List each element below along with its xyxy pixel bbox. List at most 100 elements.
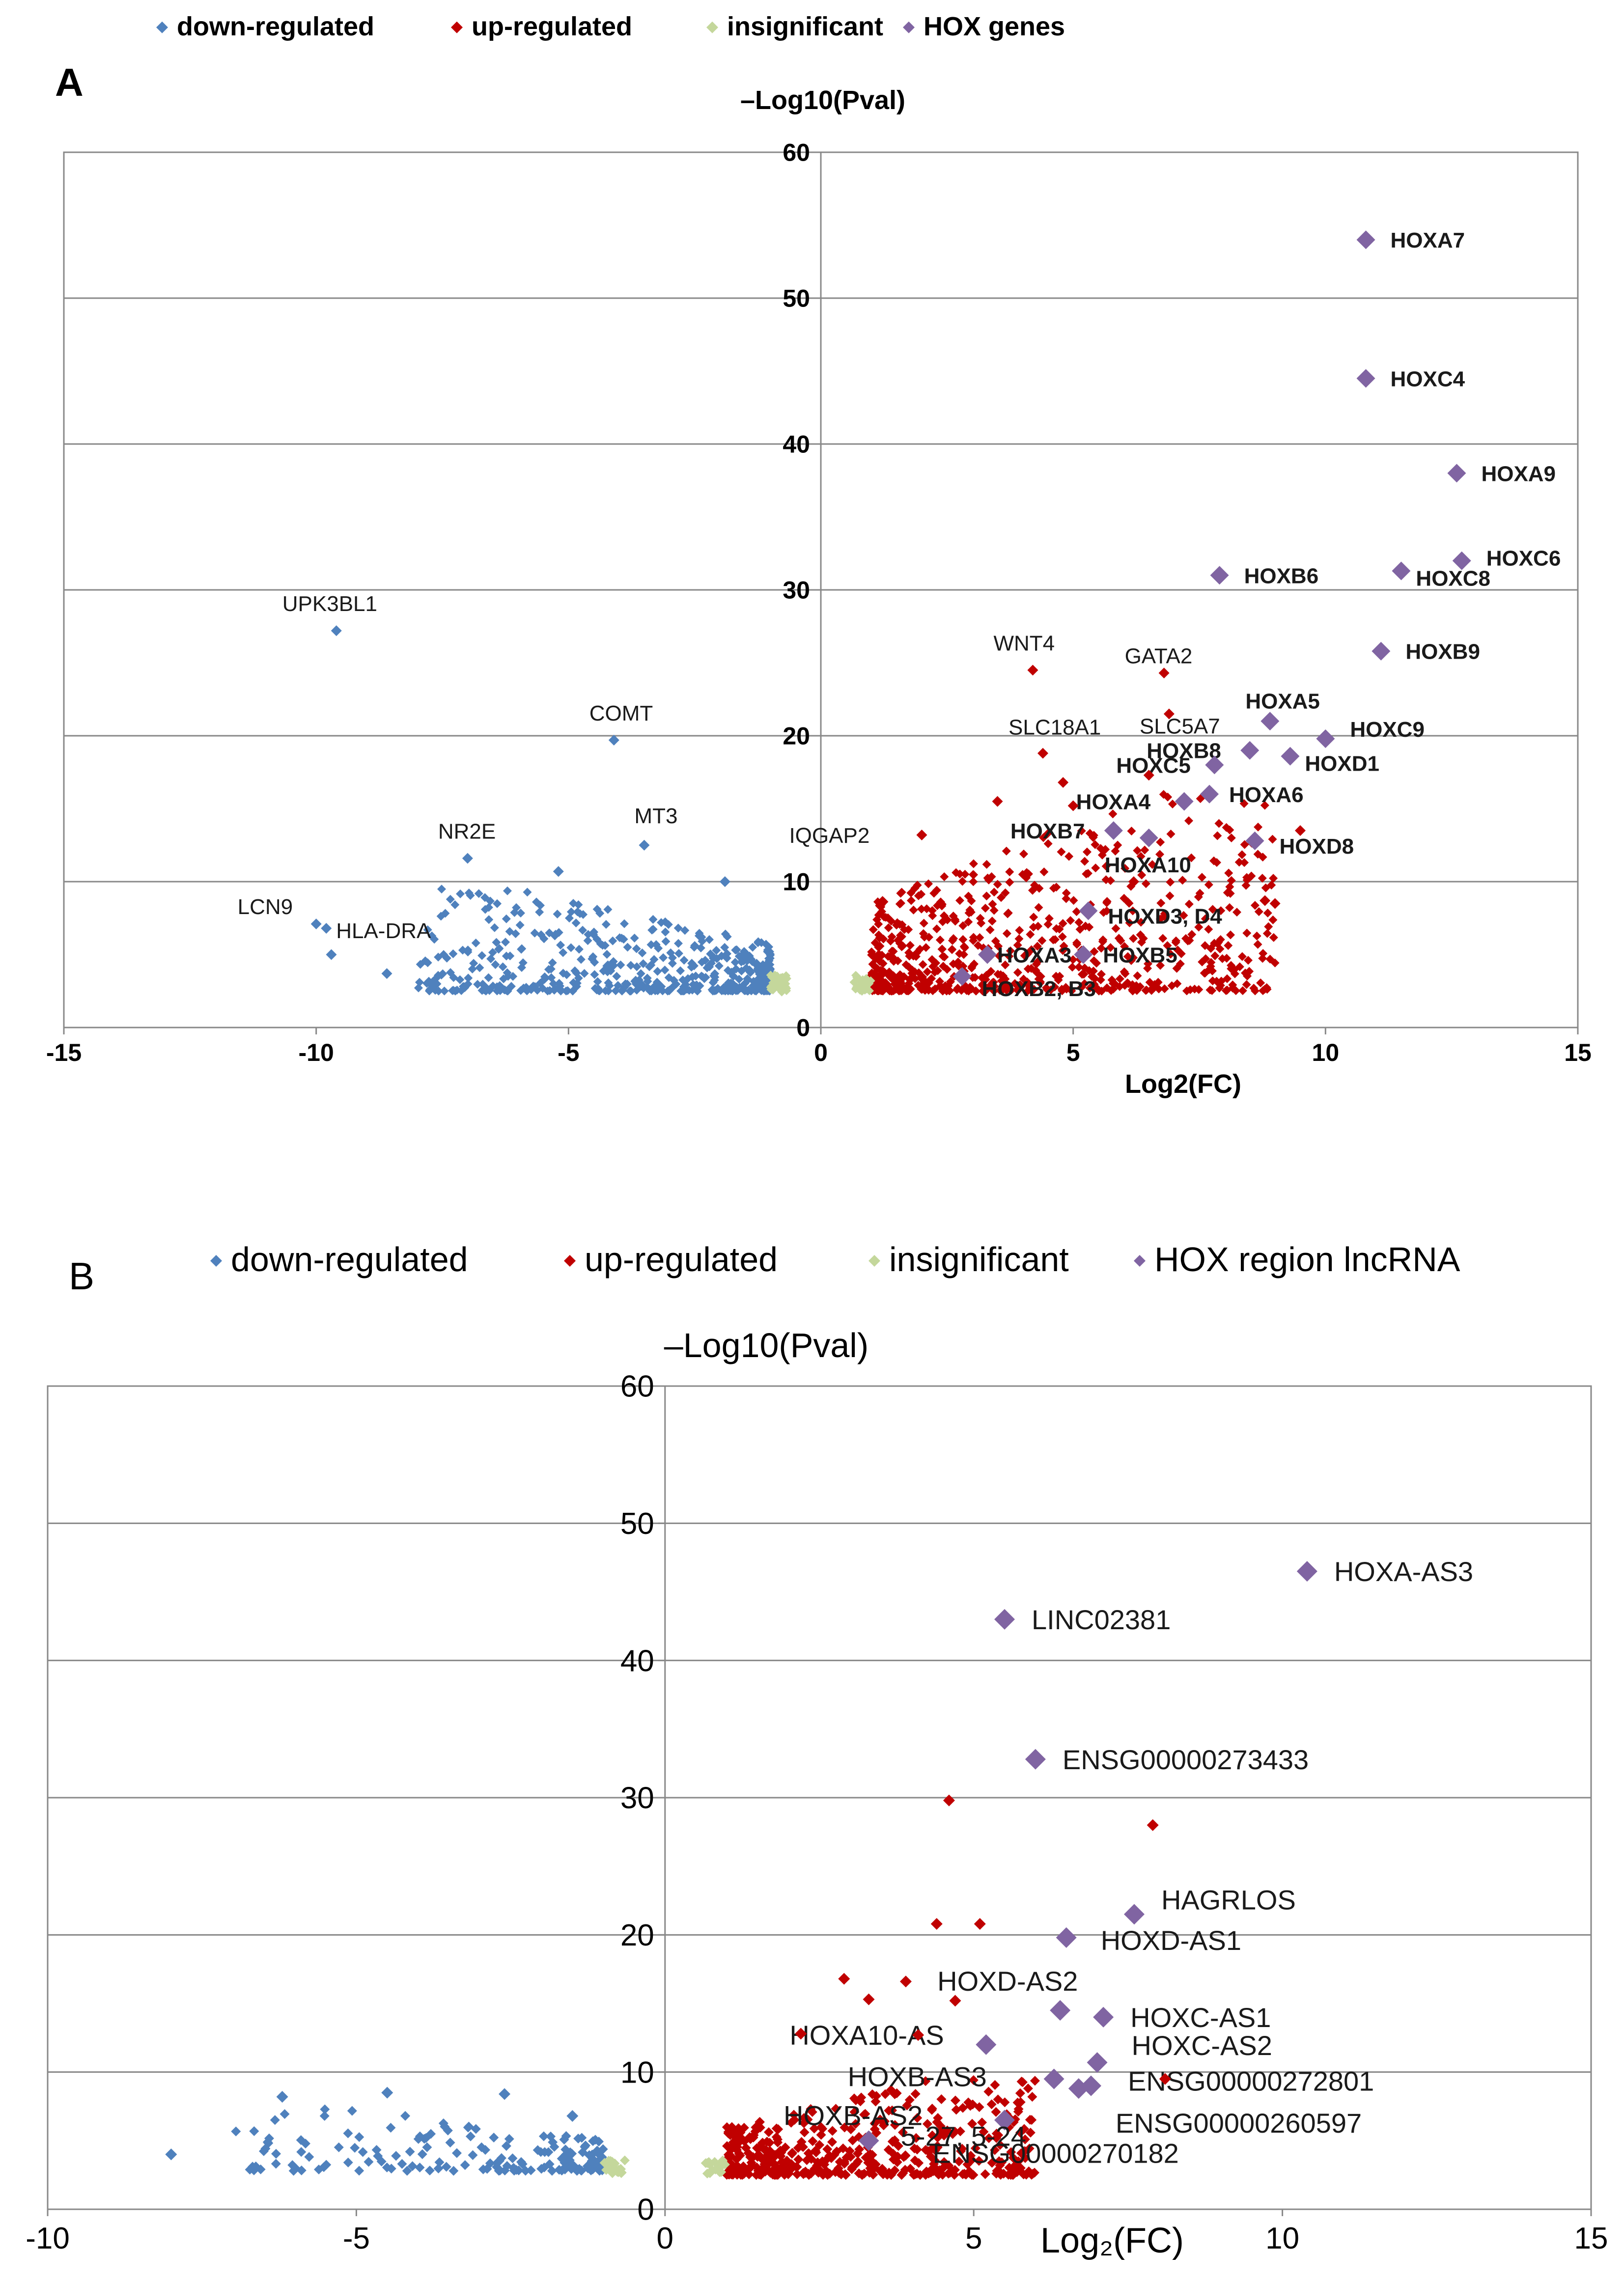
data-point bbox=[1215, 983, 1224, 993]
data-point bbox=[507, 2153, 518, 2164]
data-point bbox=[413, 2134, 423, 2144]
point-cloud-up-regulated bbox=[722, 2075, 1040, 2180]
data-point bbox=[989, 906, 999, 915]
data-point bbox=[310, 918, 322, 930]
data-point bbox=[832, 2146, 842, 2157]
y-axis-title: –Log10(Pval) bbox=[664, 1326, 868, 1364]
data-point bbox=[550, 985, 559, 994]
data-point bbox=[402, 2166, 412, 2176]
data-point bbox=[480, 905, 490, 914]
data-point bbox=[1240, 840, 1249, 849]
data-point bbox=[1207, 986, 1217, 995]
data-point bbox=[1260, 985, 1269, 994]
point-label: HOXA-AS3 bbox=[1334, 1556, 1473, 1587]
data-point bbox=[873, 897, 882, 907]
data-point bbox=[668, 959, 677, 968]
data-point bbox=[869, 2163, 880, 2173]
data-point bbox=[1058, 919, 1067, 928]
data-point bbox=[423, 925, 432, 935]
x-tick-label: 5 bbox=[965, 2222, 982, 2255]
data-point bbox=[912, 2113, 923, 2123]
data-point bbox=[516, 2157, 526, 2167]
data-point bbox=[300, 2139, 310, 2149]
data-point bbox=[319, 2111, 330, 2121]
data-point bbox=[1156, 837, 1165, 847]
data-point bbox=[604, 986, 613, 996]
data-point bbox=[319, 2162, 329, 2172]
data-point bbox=[964, 917, 973, 926]
highlight-point bbox=[1087, 2052, 1108, 2073]
y-tick-label: 50 bbox=[620, 1507, 654, 1541]
data-point bbox=[441, 2162, 451, 2172]
data-point bbox=[1240, 858, 1249, 867]
data-point bbox=[683, 974, 693, 983]
data-point bbox=[1036, 972, 1045, 981]
point-label: HOXD-AS2 bbox=[937, 1966, 1078, 1997]
data-point bbox=[817, 2156, 828, 2167]
data-point bbox=[748, 943, 757, 952]
data-point bbox=[987, 2158, 997, 2168]
highlight-point bbox=[994, 2110, 1015, 2131]
legend-marker bbox=[868, 1255, 880, 1267]
data-point bbox=[1215, 945, 1225, 954]
data-point bbox=[1155, 850, 1165, 859]
data-point bbox=[557, 2166, 567, 2176]
data-point bbox=[553, 910, 562, 919]
data-point bbox=[905, 941, 915, 950]
data-point bbox=[499, 2088, 511, 2100]
data-point bbox=[687, 959, 697, 968]
data-point bbox=[887, 2136, 897, 2146]
data-point bbox=[1106, 876, 1115, 885]
data-point bbox=[803, 2114, 813, 2125]
data-point bbox=[439, 950, 448, 959]
data-point bbox=[1260, 801, 1269, 810]
data-point bbox=[1030, 2076, 1040, 2086]
data-point bbox=[1206, 962, 1215, 971]
data-point bbox=[646, 940, 656, 949]
data-point bbox=[559, 948, 568, 957]
data-point bbox=[854, 2144, 865, 2154]
point-label: LINC02381 bbox=[1032, 1604, 1171, 1635]
point-label: HOXC9 bbox=[1350, 718, 1425, 742]
y-axis-title: –Log10(Pval) bbox=[740, 85, 905, 115]
data-point bbox=[997, 976, 1006, 986]
data-point bbox=[1015, 2127, 1025, 2138]
data-point bbox=[464, 973, 473, 983]
data-point bbox=[745, 965, 754, 974]
data-point bbox=[1176, 959, 1185, 969]
data-point bbox=[1168, 799, 1177, 808]
x-tick-label: -5 bbox=[343, 2222, 370, 2255]
data-point bbox=[897, 942, 906, 951]
data-point bbox=[868, 960, 877, 969]
data-point bbox=[1194, 892, 1203, 902]
data-point bbox=[969, 936, 978, 945]
legend-marker bbox=[564, 1255, 576, 1267]
data-point bbox=[556, 986, 565, 996]
data-point bbox=[547, 2166, 557, 2176]
data-point bbox=[619, 2155, 630, 2166]
y-tick-label: 20 bbox=[783, 723, 810, 750]
data-point bbox=[949, 934, 958, 943]
data-point bbox=[904, 2095, 915, 2105]
data-point bbox=[1019, 849, 1028, 859]
data-point bbox=[598, 2144, 608, 2154]
data-point bbox=[741, 986, 750, 995]
point-cloud-down-regulated bbox=[231, 2104, 609, 2176]
data-point bbox=[1067, 963, 1077, 972]
data-point bbox=[288, 2166, 299, 2176]
data-point bbox=[584, 930, 593, 939]
data-point bbox=[1077, 826, 1086, 835]
data-point bbox=[381, 968, 392, 979]
data-point bbox=[723, 2169, 733, 2179]
data-point bbox=[731, 2168, 742, 2178]
data-point bbox=[588, 2136, 598, 2146]
data-point bbox=[865, 2149, 875, 2159]
data-point bbox=[924, 933, 934, 942]
data-point bbox=[697, 957, 706, 967]
data-point bbox=[1028, 886, 1037, 895]
data-point bbox=[793, 2154, 804, 2165]
data-point bbox=[415, 2162, 425, 2172]
data-point bbox=[460, 2160, 470, 2170]
data-point bbox=[928, 911, 937, 920]
legend-label: down-regulated bbox=[231, 1240, 468, 1279]
